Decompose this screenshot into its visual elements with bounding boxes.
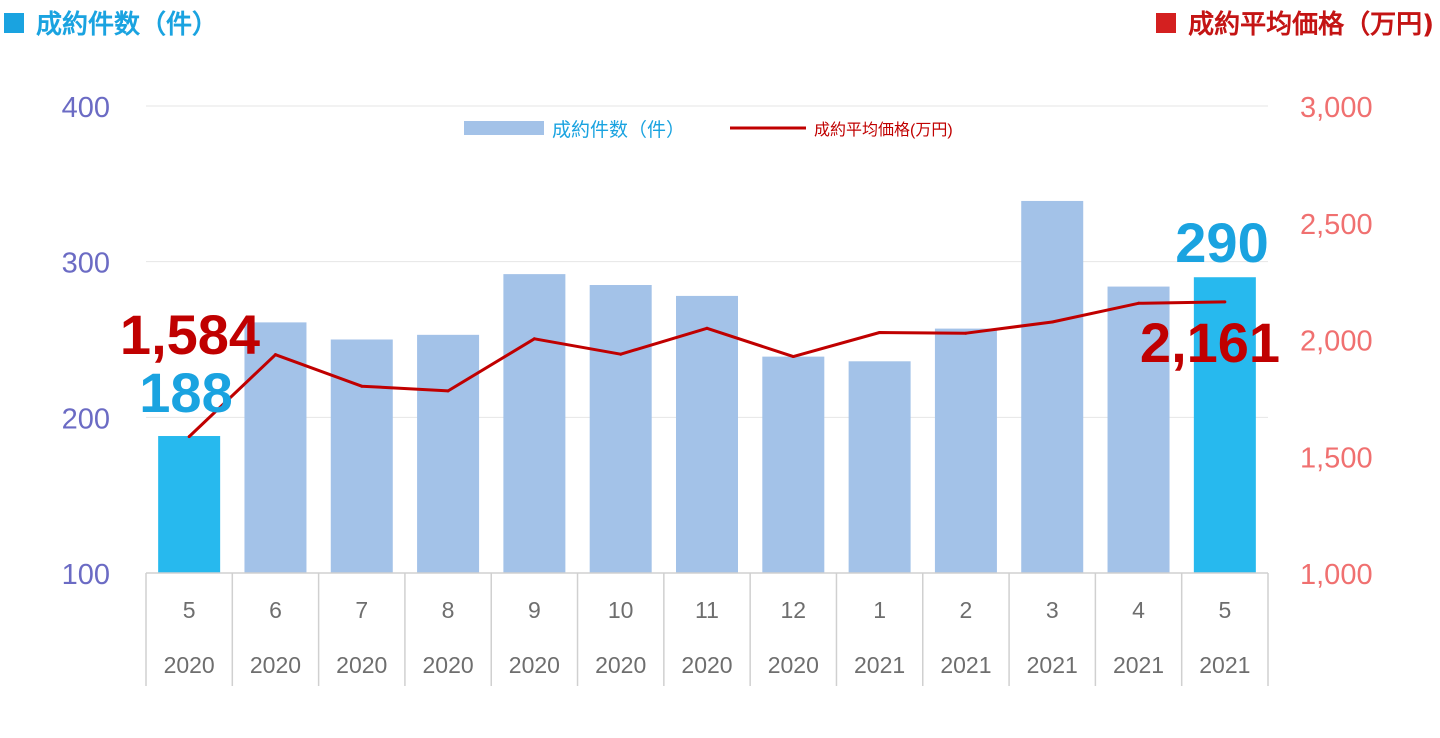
price-point — [360, 384, 364, 388]
year-tick-label: 2020 — [336, 652, 387, 678]
left-tick-label: 200 — [62, 403, 110, 435]
line-series — [187, 300, 1227, 439]
price-point — [1223, 300, 1227, 304]
red-square-icon — [1156, 12, 1177, 33]
year-tick-label: 2020 — [164, 652, 215, 678]
bar — [503, 274, 566, 573]
month-tick-label: 9 — [528, 597, 541, 623]
right-axis-title: 成約平均価格（万円) — [1156, 4, 1434, 41]
callout-last-count: 290 — [1175, 211, 1268, 274]
callout-first-count: 188 — [139, 361, 232, 424]
right-axis-title-text: 成約平均価格（万円) — [1188, 10, 1434, 40]
legend-bar-swatch — [464, 121, 544, 135]
year-tick-label: 2020 — [422, 652, 473, 678]
year-tick-label: 2021 — [940, 652, 991, 678]
month-tick-label: 5 — [183, 597, 196, 623]
year-tick-label: 2020 — [250, 652, 301, 678]
price-point — [964, 331, 968, 335]
month-tick-label: 5 — [1218, 597, 1231, 623]
callout-last-price: 2,161 — [1140, 311, 1280, 374]
price-point — [1050, 320, 1054, 324]
legend: 成約件数（件） 成約平均価格(万円) — [464, 119, 953, 141]
price-point — [446, 389, 450, 393]
bar — [1107, 286, 1170, 573]
month-tick-label: 6 — [269, 597, 282, 623]
year-tick-label: 2020 — [768, 652, 819, 678]
price-point — [187, 435, 191, 439]
bar — [676, 295, 738, 573]
year-tick-label: 2020 — [681, 652, 732, 678]
bar — [848, 361, 911, 573]
month-tick-label: 12 — [781, 597, 807, 623]
right-tick-label: 2,000 — [1300, 326, 1373, 358]
price-point — [878, 330, 882, 334]
bar — [244, 322, 307, 573]
price-point — [705, 326, 709, 330]
month-tick-label: 4 — [1132, 597, 1145, 623]
left-tick-label: 400 — [62, 92, 110, 124]
year-tick-label: 2021 — [1113, 652, 1164, 678]
bar — [330, 339, 393, 573]
blue-square-icon — [4, 12, 24, 33]
price-point — [791, 355, 795, 359]
month-tick-label: 3 — [1046, 597, 1059, 623]
year-tick-label: 2021 — [854, 652, 905, 678]
price-point — [532, 337, 536, 341]
axes: 100 200 300 400 1,000 1,500 2,000 2,500 3,000 5 20… — [62, 92, 1373, 686]
year-tick-label: 2021 — [1199, 652, 1250, 678]
right-tick-label: 2,500 — [1300, 209, 1373, 241]
bar — [934, 328, 997, 573]
year-tick-label: 2021 — [1027, 652, 1078, 678]
left-tick-label: 300 — [62, 248, 110, 280]
left-axis-title: 成約件数（件） — [4, 4, 218, 41]
left-tick-label: 100 — [62, 559, 110, 591]
month-tick-label: 1 — [873, 597, 886, 623]
bar — [1021, 200, 1084, 573]
month-tick-label: 8 — [442, 597, 455, 623]
bar — [589, 285, 652, 573]
bar-series — [158, 200, 1256, 573]
year-tick-label: 2020 — [595, 652, 646, 678]
price-point — [619, 352, 623, 356]
month-tick-label: 7 — [355, 597, 368, 623]
callout-first-price: 1,584 — [120, 303, 260, 366]
legend-line-label: 成約平均価格(万円) — [814, 121, 953, 139]
price-point — [1137, 301, 1141, 305]
bar — [1193, 277, 1256, 573]
bar — [417, 334, 480, 573]
right-tick-label: 3,000 — [1300, 92, 1373, 124]
month-tick-label: 10 — [608, 597, 634, 623]
year-tick-label: 2020 — [509, 652, 560, 678]
right-tick-label: 1,000 — [1300, 559, 1373, 591]
right-tick-label: 1,500 — [1300, 442, 1373, 474]
left-axis-title-text: 成約件数（件） — [36, 10, 219, 40]
price-point — [273, 353, 277, 357]
callouts: 188 290 1,584 2,161 — [120, 211, 1280, 424]
bar — [158, 436, 221, 573]
bar — [762, 356, 825, 573]
legend-bar-label: 成約件数（件） — [552, 119, 685, 141]
month-tick-label: 11 — [695, 597, 719, 623]
month-tick-label: 2 — [960, 597, 973, 623]
